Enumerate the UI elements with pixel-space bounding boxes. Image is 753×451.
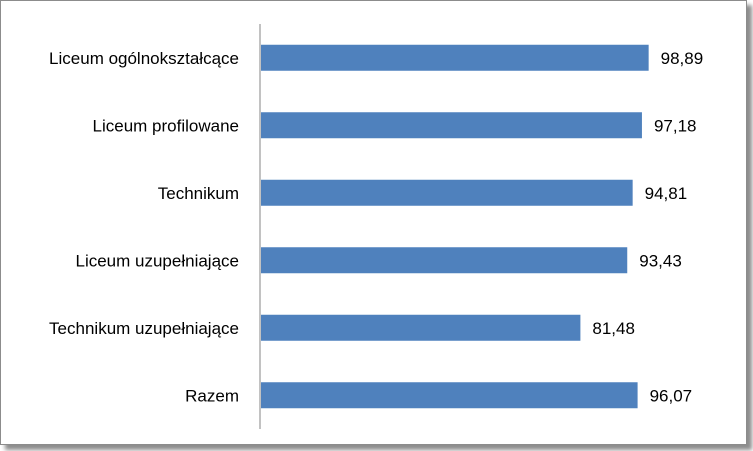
category-label: Technikum (158, 184, 239, 203)
bar (261, 382, 638, 409)
bar (261, 112, 642, 139)
value-label: 94,81 (645, 184, 688, 203)
value-label: 98,89 (661, 49, 704, 68)
bar-chart: Liceum ogólnokształcące 98,89 Liceum profi… (49, 24, 703, 429)
category-label: Liceum uzupełniające (76, 251, 240, 270)
category-label: Technikum uzupełniające (49, 319, 239, 338)
chart-frame: Liceum ogólnokształcące 98,89 Liceum profi… (0, 0, 747, 445)
bar (261, 247, 628, 274)
value-label: 93,43 (639, 251, 682, 270)
bars-layer (261, 44, 649, 409)
labels-layer: Liceum ogólnokształcące 98,89 Liceum profi… (49, 49, 703, 406)
category-label: Razem (185, 386, 239, 405)
value-label: 97,18 (654, 116, 697, 135)
bar (261, 179, 633, 206)
value-label: 81,48 (592, 319, 635, 338)
category-label: Liceum profilowane (93, 116, 239, 135)
bar (261, 314, 581, 341)
value-label: 96,07 (650, 386, 693, 405)
category-label: Liceum ogólnokształcące (49, 49, 239, 68)
bar (261, 44, 649, 71)
